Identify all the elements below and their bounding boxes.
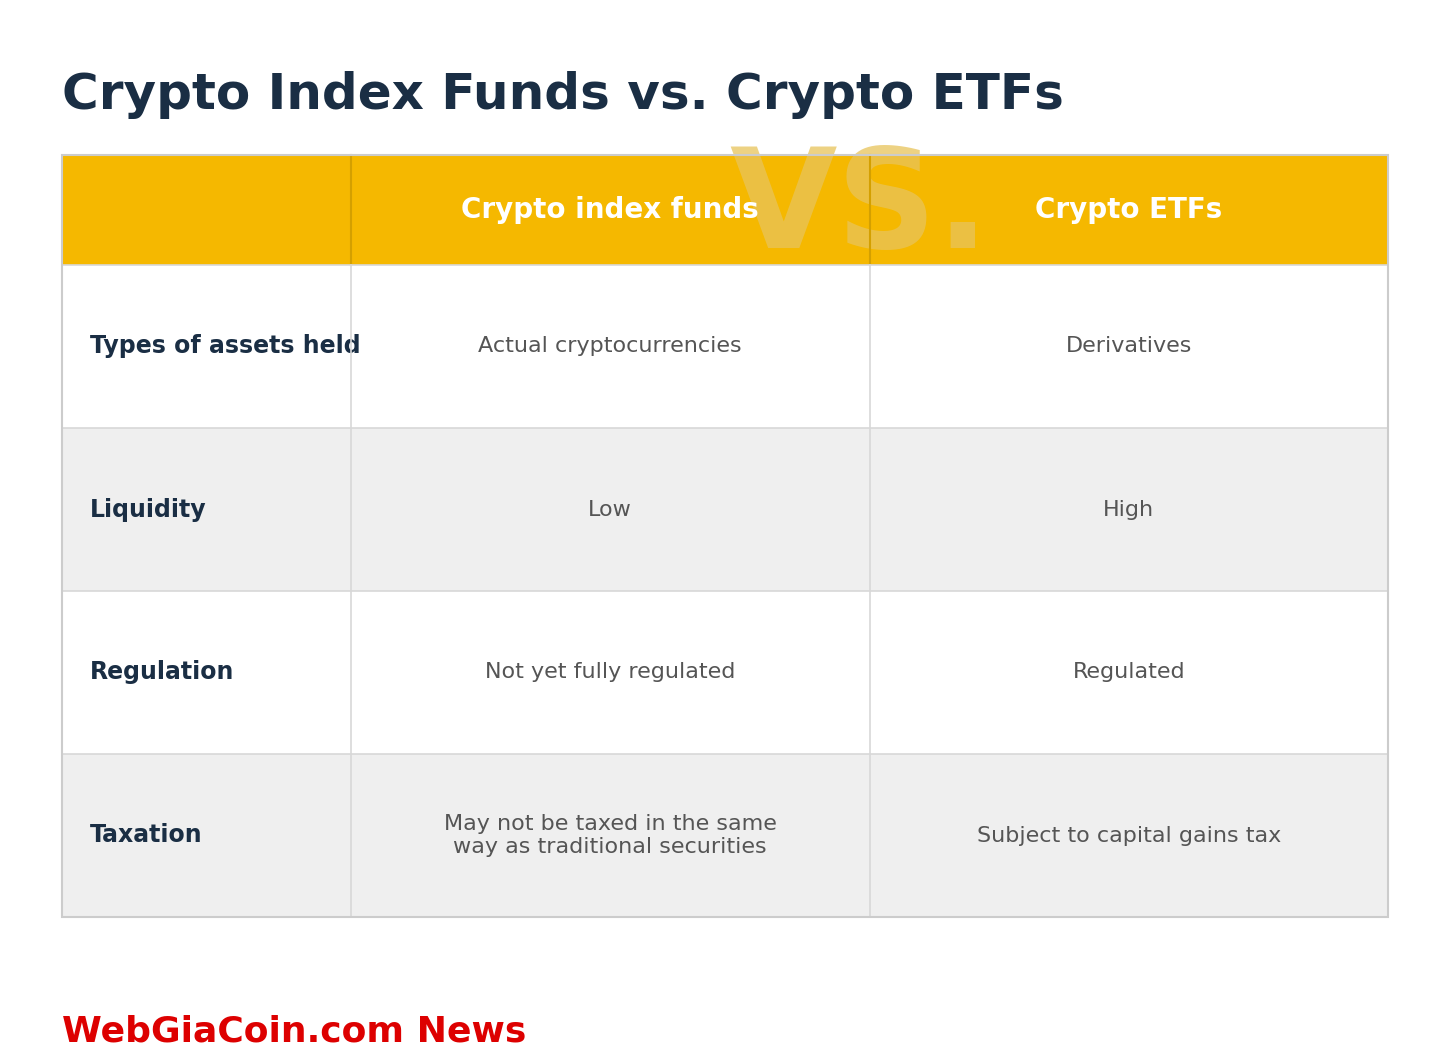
Text: Not yet fully regulated: Not yet fully regulated [486, 663, 735, 683]
Bar [62, 590, 1388, 754]
Bar [62, 155, 1388, 266]
Text: Regulated: Regulated [1073, 663, 1185, 683]
Bar [62, 266, 1388, 428]
Bar [62, 155, 1388, 917]
Text: Low: Low [589, 499, 632, 519]
Text: Crypto Index Funds vs. Crypto ETFs: Crypto Index Funds vs. Crypto ETFs [62, 71, 1064, 119]
Text: May not be taxed in the same
way as traditional securities: May not be taxed in the same way as trad… [444, 813, 777, 857]
Text: Actual cryptocurrencies: Actual cryptocurrencies [478, 337, 742, 357]
Text: Crypto index funds: Crypto index funds [461, 196, 760, 224]
Text: Derivatives: Derivatives [1066, 337, 1192, 357]
Bar [62, 428, 1388, 590]
Text: High: High [1103, 499, 1154, 519]
Bar [62, 754, 1388, 917]
Text: Regulation: Regulation [90, 661, 235, 685]
Text: WebGiaCoin.com News: WebGiaCoin.com News [62, 1015, 526, 1049]
Text: Subject to capital gains tax: Subject to capital gains tax [977, 825, 1280, 845]
Text: Crypto ETFs: Crypto ETFs [1035, 196, 1222, 224]
Text: VS.: VS. [729, 142, 989, 277]
Text: Types of assets held: Types of assets held [90, 335, 361, 359]
Text: Taxation: Taxation [90, 823, 203, 847]
Text: Liquidity: Liquidity [90, 497, 206, 521]
